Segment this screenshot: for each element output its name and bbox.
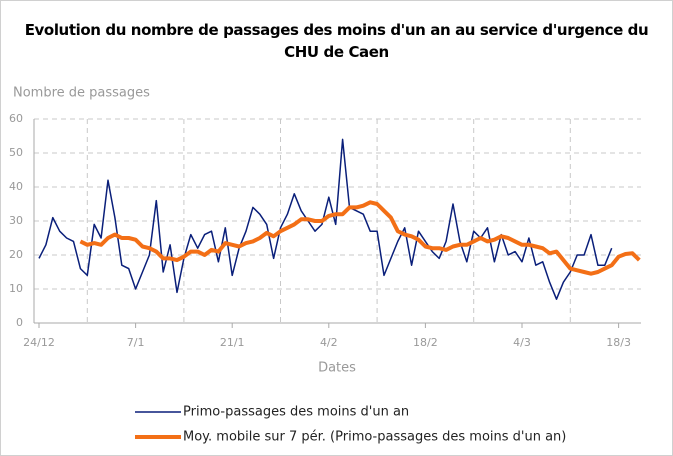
legend-label: Primo-passages des moins d'un an <box>183 405 409 420</box>
y-tick-label: 0 <box>16 316 23 329</box>
x-tick-label: 4/2 <box>320 336 338 349</box>
x-tick-label: 18/2 <box>413 336 438 349</box>
series-line <box>79 200 641 276</box>
y-tick-label: 30 <box>9 214 23 227</box>
legend-label: Moy. mobile sur 7 pér. (Primo-passages d… <box>183 430 566 445</box>
y-tick-label: 60 <box>9 112 23 125</box>
y-tick-label: 20 <box>9 248 23 261</box>
y-tick-label: 50 <box>9 146 23 159</box>
chart-title: Evolution du nombre de passages des moin… <box>24 21 649 61</box>
x-axis-label: Dates <box>318 361 356 376</box>
y-axis-label: Nombre de passages <box>13 86 150 101</box>
x-tick-label: 24/12 <box>23 336 55 349</box>
y-tick-label: 40 <box>9 180 23 193</box>
x-tick-label: 21/1 <box>220 336 245 349</box>
y-tick-label: 10 <box>9 282 23 295</box>
series-line <box>38 138 613 300</box>
x-tick-label: 7/1 <box>127 336 145 349</box>
x-tick-label: 18/3 <box>606 336 631 349</box>
x-tick-label: 4/3 <box>513 336 531 349</box>
